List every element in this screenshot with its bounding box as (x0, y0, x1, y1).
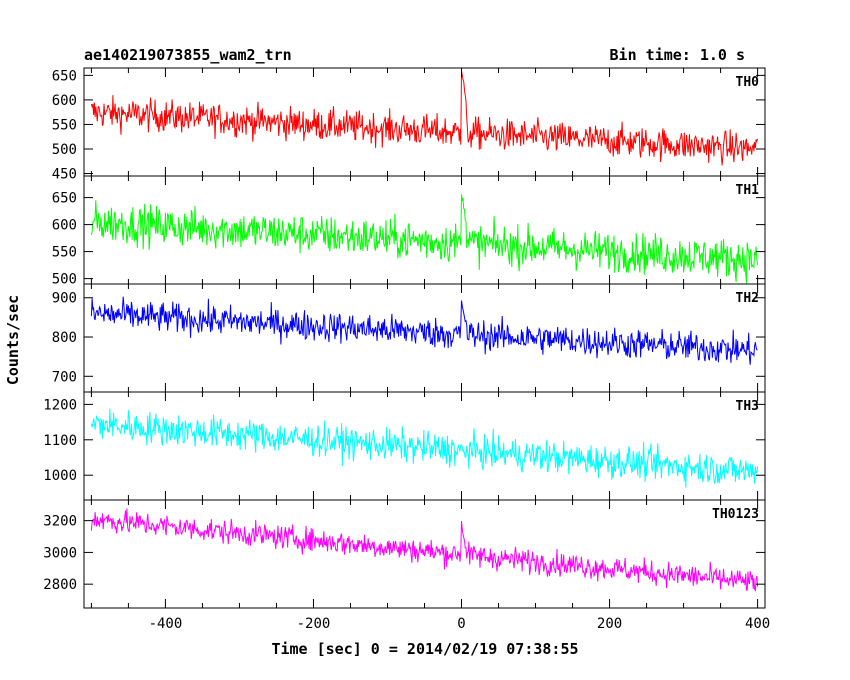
y-tick-label: 650 (52, 68, 77, 84)
y-tick-label: 500 (52, 142, 77, 158)
y-tick-label: 500 (52, 272, 77, 288)
series-line-th1 (90, 194, 759, 284)
y-tick-label: 800 (52, 330, 77, 346)
y-tick-label: 900 (52, 291, 77, 307)
x-tick-label: 400 (745, 616, 770, 632)
y-axis-label: Counts/sec (4, 295, 22, 385)
x-tick-label: -200 (297, 616, 331, 632)
y-tick-label: 700 (52, 369, 77, 385)
series-line-th0 (90, 70, 759, 166)
series-line-th2 (90, 296, 758, 365)
bin-time-label: Bin time: 1.0 s (610, 46, 745, 64)
panel-label-th2: TH2 (736, 291, 759, 306)
chart-title: ae140219073855_wam2_trn (84, 46, 292, 64)
y-tick-label: 600 (52, 218, 77, 234)
y-tick-label: 1200 (43, 397, 77, 413)
series-line-th3 (90, 408, 759, 488)
y-tick-label: 3000 (43, 545, 77, 561)
y-tick-label: 450 (52, 167, 77, 183)
x-tick-label: -400 (149, 616, 183, 632)
y-tick-label: 550 (52, 117, 77, 133)
y-tick-label: 550 (52, 245, 77, 261)
panel-frame-th1 (83, 175, 766, 285)
y-tick-label: 1000 (43, 468, 77, 484)
panel-label-th3: TH3 (736, 399, 759, 414)
y-tick-label: 2800 (43, 577, 77, 593)
panels-group: TH0 450 500 550 600 650 TH1 500 550 600 650 TH2 700 8… (43, 67, 770, 632)
x-tick-label: 200 (597, 616, 622, 632)
x-tick-label: 0 (457, 616, 465, 632)
y-tick-label: 600 (52, 93, 77, 109)
y-tick-label: 650 (52, 191, 77, 207)
panel-label-th1: TH1 (736, 183, 760, 198)
y-tick-label: 3200 (43, 514, 77, 530)
series-line-th0123 (90, 508, 759, 593)
panel-label-th0: TH0 (736, 75, 760, 90)
panel-label-th0123: TH0123 (712, 507, 759, 522)
x-axis-label: Time [sec] 0 = 2014/02/19 07:38:55 (271, 640, 578, 658)
y-tick-label: 1100 (43, 433, 77, 449)
